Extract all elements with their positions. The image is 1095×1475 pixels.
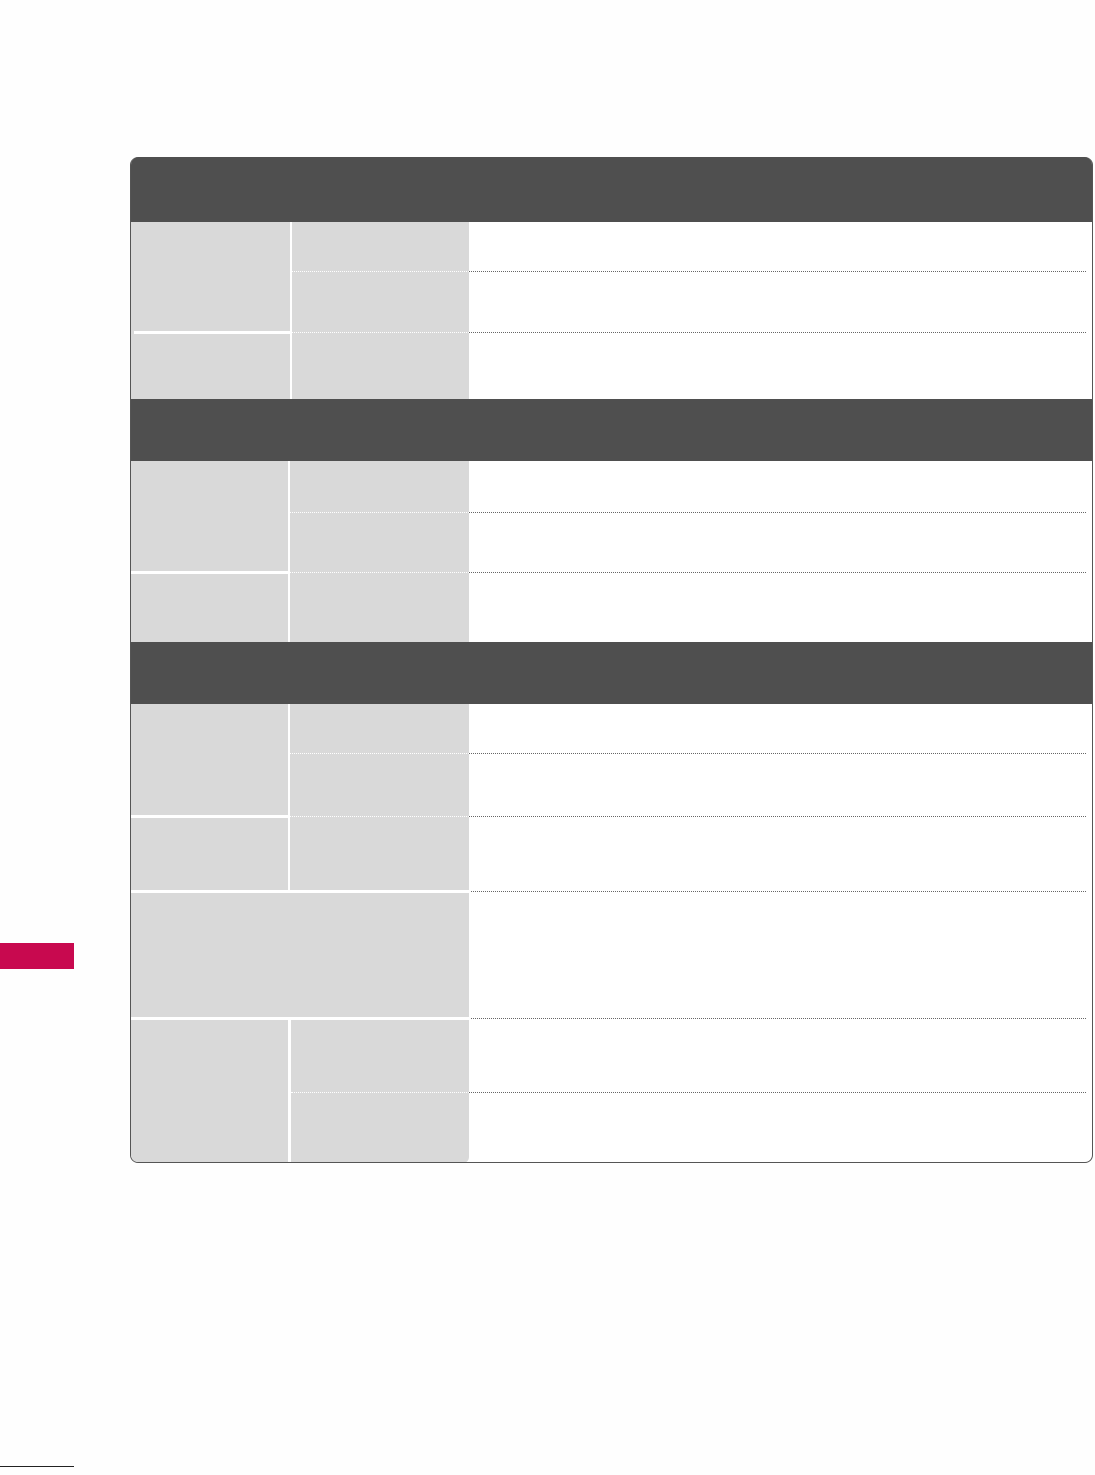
label-cell-wide (131, 893, 469, 1017)
divider (290, 512, 469, 513)
label-cell (291, 1020, 469, 1162)
label-cell (131, 461, 288, 642)
divider (290, 572, 469, 573)
divider (134, 331, 290, 334)
label-cell (131, 1020, 288, 1162)
divider (469, 1092, 1086, 1093)
section-header-3 (131, 642, 1092, 704)
section-header-2 (131, 399, 1092, 461)
divider (290, 753, 469, 754)
divider (469, 816, 1086, 817)
chapter-tab (0, 943, 74, 969)
divider (290, 816, 469, 817)
label-cell (292, 222, 469, 399)
divider (469, 512, 1086, 513)
spec-table (130, 157, 1093, 1163)
label-cell (290, 461, 469, 642)
divider (292, 271, 469, 272)
divider (471, 1018, 1086, 1019)
divider (292, 332, 469, 333)
footer-rule (0, 1466, 74, 1467)
divider (131, 815, 288, 818)
divider (469, 753, 1086, 754)
divider (471, 891, 1086, 892)
divider (469, 332, 1086, 333)
label-cell (290, 704, 469, 890)
divider (291, 1092, 469, 1093)
label-cell (131, 222, 290, 399)
divider (469, 271, 1086, 272)
section-header-1 (131, 157, 1092, 222)
label-cell (131, 704, 288, 890)
divider (131, 571, 288, 574)
divider (469, 572, 1086, 573)
